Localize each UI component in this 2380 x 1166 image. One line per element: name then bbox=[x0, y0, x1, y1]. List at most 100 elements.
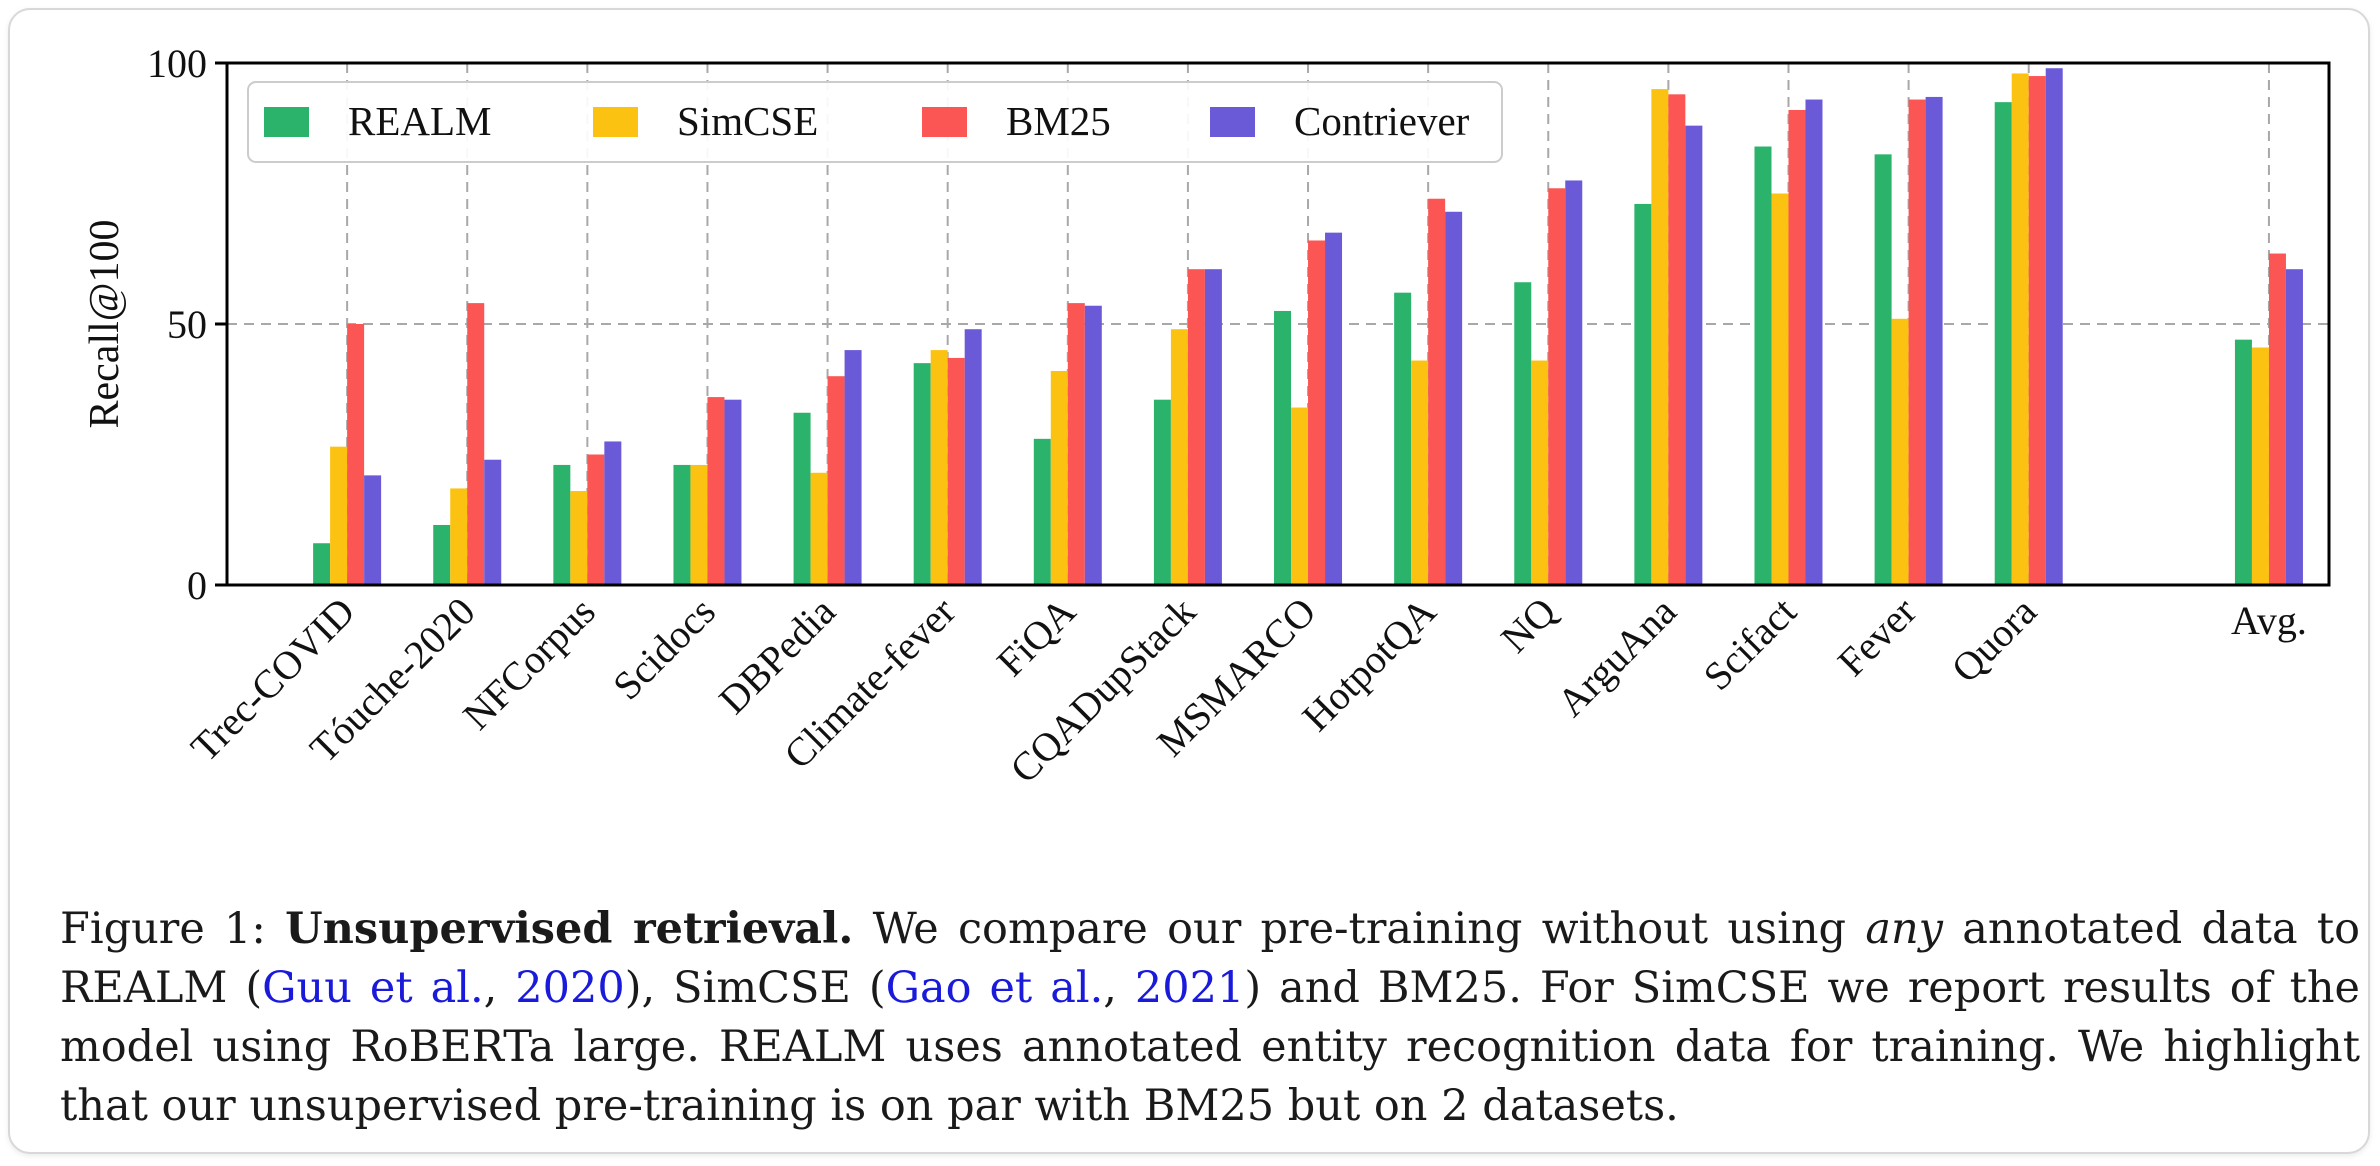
bar-bm25 bbox=[827, 376, 845, 585]
bar-contriever bbox=[1925, 96, 1943, 586]
caption-title: Unsupervised retrieval. bbox=[285, 904, 854, 954]
caption-text: annotated data to REALM ( bbox=[60, 904, 2360, 1013]
bar-bm25 bbox=[587, 454, 605, 585]
bar-simcse bbox=[1291, 407, 1309, 585]
bar-simcse bbox=[2011, 73, 2029, 585]
bar-simcse bbox=[2251, 347, 2269, 585]
bar-bm25 bbox=[1308, 240, 1326, 586]
x-tick-label: NFCorpus bbox=[454, 589, 604, 739]
x-tick-label: NQ bbox=[1492, 588, 1565, 661]
bar-bm25 bbox=[1548, 188, 1566, 585]
x-tick-label: Quora bbox=[1943, 588, 2046, 691]
bar-bm25 bbox=[1908, 99, 1926, 585]
legend-label-simcse: SimCSE bbox=[677, 98, 818, 144]
citation-link[interactable]: Gao et al. bbox=[885, 963, 1104, 1013]
bar-simcse bbox=[450, 488, 468, 585]
bar-realm bbox=[1994, 102, 2012, 586]
bar-simcse bbox=[1651, 89, 1669, 585]
bar-simcse bbox=[1531, 360, 1549, 585]
bar-simcse bbox=[570, 491, 588, 585]
x-tick-label: Scidocs bbox=[604, 589, 724, 709]
bar-realm bbox=[433, 524, 451, 585]
bar-simcse bbox=[1411, 360, 1429, 585]
bar-contriever bbox=[1204, 269, 1222, 585]
bar-bm25 bbox=[1428, 198, 1446, 585]
y-tick-label: 50 bbox=[167, 302, 207, 347]
bar-realm bbox=[1153, 399, 1171, 585]
bar-contriever bbox=[364, 475, 382, 585]
bar-contriever bbox=[1805, 99, 1823, 585]
bar-bm25 bbox=[467, 303, 485, 585]
bar-bm25 bbox=[347, 324, 365, 585]
y-axis-ticks: 0 50 100 bbox=[147, 41, 227, 608]
y-axis-label: Recall@100 bbox=[82, 220, 128, 429]
bar-realm bbox=[673, 464, 691, 585]
bar-realm bbox=[1874, 154, 1892, 585]
citation-link[interactable]: Guu et al. bbox=[262, 963, 484, 1013]
bar-bm25 bbox=[1788, 109, 1806, 585]
bar-contriever bbox=[724, 399, 742, 585]
bar-realm bbox=[1634, 203, 1652, 585]
bar-simcse bbox=[1771, 193, 1789, 585]
bar-simcse bbox=[690, 464, 708, 585]
bar-realm bbox=[1514, 282, 1532, 585]
bar-simcse bbox=[810, 472, 828, 585]
y-tick-label: 100 bbox=[147, 41, 207, 86]
y-tick-label: 0 bbox=[187, 563, 207, 608]
legend-box bbox=[247, 81, 1503, 163]
bar-realm bbox=[913, 363, 931, 585]
legend: REALM SimCSE BM25 Contriever bbox=[247, 81, 1503, 163]
bar-realm bbox=[553, 464, 571, 585]
figure-caption: Figure 1: Unsupervised retrieval. We com… bbox=[60, 900, 2360, 1136]
caption-text: ) and BM25. For SimCSE we report results… bbox=[60, 963, 2361, 1131]
bar-bm25 bbox=[1668, 94, 1686, 585]
bar-bm25 bbox=[2268, 253, 2286, 585]
citation-link[interactable]: 2020 bbox=[515, 963, 625, 1013]
legend-swatch-realm bbox=[264, 107, 309, 137]
citation-link[interactable]: 2021 bbox=[1134, 963, 1245, 1013]
legend-swatch-bm25 bbox=[922, 107, 967, 137]
x-tick-label: Fever bbox=[1829, 589, 1925, 685]
legend-label-contriever: Contriever bbox=[1294, 98, 1470, 144]
bar-contriever bbox=[844, 350, 862, 585]
bar-realm bbox=[1394, 292, 1412, 585]
bar-bm25 bbox=[2028, 76, 2046, 586]
bar-contriever bbox=[604, 441, 622, 585]
bar-contriever bbox=[2285, 269, 2303, 585]
bar-contriever bbox=[964, 329, 982, 585]
caption-text: We compare our pre-training without usin… bbox=[872, 904, 1847, 954]
bar-contriever bbox=[1325, 232, 1343, 585]
bars bbox=[313, 68, 2303, 586]
bar-contriever bbox=[1565, 180, 1583, 585]
caption-text: ), SimCSE ( bbox=[624, 963, 886, 1013]
bar-bm25 bbox=[1187, 269, 1205, 585]
x-tick-label: HotpotQA bbox=[1293, 588, 1444, 739]
bar-simcse bbox=[1891, 318, 1909, 585]
legend-swatch-simcse bbox=[593, 107, 638, 137]
x-tick-label: Avg. bbox=[2231, 598, 2307, 643]
bar-bm25 bbox=[707, 397, 725, 585]
bar-contriever bbox=[1084, 305, 1102, 585]
caption-emphasis: any bbox=[1865, 904, 1943, 954]
x-tick-label: ArguAna bbox=[1548, 588, 1685, 725]
legend-label-realm: REALM bbox=[348, 98, 492, 144]
legend-swatch-contriever bbox=[1210, 107, 1255, 137]
x-tick-label: FiQA bbox=[988, 588, 1084, 684]
caption-figure-label: Figure 1: bbox=[60, 904, 266, 954]
bar-realm bbox=[313, 543, 331, 585]
caption-text: , bbox=[1103, 963, 1135, 1013]
legend-label-bm25: BM25 bbox=[1006, 98, 1111, 144]
x-tick-label: Scifact bbox=[1694, 589, 1804, 699]
bar-realm bbox=[1033, 438, 1051, 585]
bar-contriever bbox=[2045, 68, 2063, 586]
caption-text: , bbox=[483, 963, 516, 1013]
bar-simcse bbox=[330, 446, 348, 585]
bar-realm bbox=[1274, 310, 1292, 585]
bar-simcse bbox=[1170, 329, 1188, 585]
bar-bm25 bbox=[1067, 303, 1085, 585]
bar-realm bbox=[2234, 339, 2252, 585]
bar-contriever bbox=[1445, 211, 1463, 585]
bar-simcse bbox=[1050, 370, 1068, 585]
